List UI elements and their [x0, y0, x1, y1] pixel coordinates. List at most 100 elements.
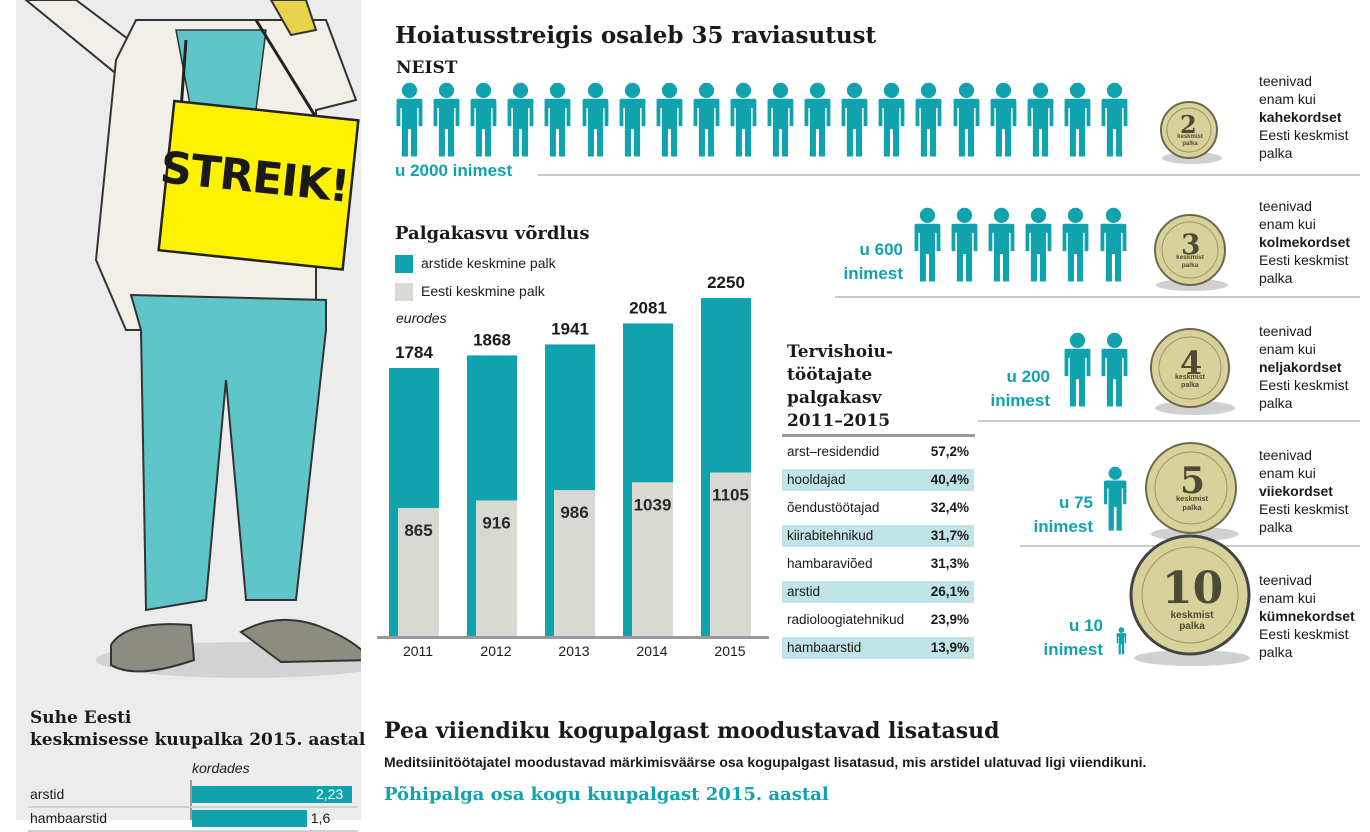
desc-line: enam kui: [1259, 590, 1316, 606]
growth-row-value: 26,1%: [930, 584, 969, 599]
headline: Hoiatusstreigis osaleb 35 raviasutust: [395, 22, 877, 49]
growth-row-label: arst–residendid: [787, 444, 880, 459]
group-4-count-num: u 75: [1058, 493, 1093, 512]
growth-table-title: Tervishoiu- töötajate palgakasv 2011–201…: [787, 341, 893, 433]
person-icon: [693, 82, 720, 157]
bottom-subtitle: Meditsiinitöötajatel moodustavad märkimi…: [384, 754, 1147, 770]
ratio-row: hambaarstid 1,6: [28, 808, 358, 832]
ratio-bar-chart: arstid 2,23 hambaarstid 1,6: [28, 784, 358, 832]
chart-baseline: [377, 636, 769, 639]
data-label-doctors: 1784: [395, 343, 433, 362]
person-icon: [1027, 82, 1054, 157]
person-icon: [988, 207, 1015, 282]
group-2-description: teenivad enam kui kolmekordset Eesti kes…: [1259, 197, 1350, 287]
person-icon: [656, 82, 683, 157]
group-3-description: teenivad enam kui neljakordset Eesti kes…: [1259, 322, 1348, 412]
desc-line: palka: [1259, 395, 1293, 411]
group-2-count-num: u 600: [859, 240, 903, 259]
desc-line: enam kui: [1259, 465, 1316, 481]
desc-line: palka: [1259, 145, 1293, 161]
legend-label: arstide keskmine palk: [421, 255, 556, 271]
ratio-label: arstid: [30, 786, 65, 802]
desc-bold: kümnekordset: [1259, 608, 1355, 624]
coin-3-number: 3: [1181, 228, 1201, 261]
coin-sub-label: keskmist palka: [1175, 374, 1205, 389]
growth-row-value: 13,9%: [930, 640, 969, 655]
group-3-baseline: [978, 420, 1360, 422]
salary-chart-title: Palgakasvu võrdlus: [395, 223, 590, 244]
group-2-count-unit: inimest: [843, 264, 903, 283]
person-icon: [1062, 207, 1089, 282]
coin-sub-label: keskmist palka: [1177, 134, 1203, 147]
growth-row-value: 32,4%: [930, 500, 969, 515]
x-tick-label: 2012: [480, 643, 511, 659]
ratio-bar: [192, 810, 307, 827]
group-5-count-num: u 10: [1068, 616, 1103, 635]
person-icon: [396, 82, 423, 157]
legend-label: Eesti keskmine palk: [421, 283, 545, 299]
title-line: Suhe Eesti: [30, 708, 132, 728]
person-icon: [544, 82, 571, 157]
growth-row-label: radioloogiatehnikud: [787, 612, 905, 627]
ratio-axis: [190, 780, 192, 820]
coin-10-number: 10: [1162, 563, 1224, 614]
title-line: 2011–2015: [787, 411, 891, 431]
desc-line: Eesti keskmist: [1259, 252, 1349, 268]
person-icon: [878, 82, 905, 157]
bar-estonia: [476, 500, 517, 636]
growth-row-value: 40,4%: [930, 472, 969, 487]
person-icon: [1103, 466, 1127, 531]
bar-estonia: [710, 472, 751, 636]
desc-line: teenivad: [1259, 323, 1312, 339]
desc-line: enam kui: [1259, 341, 1316, 357]
title-line: Tervishoiu-: [787, 342, 893, 362]
person-icon: [433, 82, 460, 157]
growth-row-label: hooldajad: [787, 472, 846, 487]
title-line: palgakasv: [787, 388, 882, 408]
group-2-baseline: [835, 296, 1360, 298]
desc-line: teenivad: [1259, 572, 1312, 588]
desc-bold: viiekordset: [1259, 483, 1333, 499]
person-icon: [1025, 207, 1052, 282]
person-icon: [619, 82, 645, 157]
person-icon: [915, 82, 942, 157]
ratio-label: hambaarstid: [30, 810, 108, 826]
growth-row-label: hambaraviõed: [787, 556, 873, 571]
x-tick-label: 2011: [403, 643, 433, 659]
data-label-doctors: 2081: [629, 298, 667, 317]
data-label-doctors: 1941: [551, 319, 589, 338]
data-label-estonia: 986: [560, 503, 588, 522]
unit-note: eurodes: [396, 310, 447, 326]
coin-2-number: 2: [1180, 110, 1197, 139]
growth-row-label: arstid: [787, 584, 821, 599]
title-line: keskmisesse kuupalka 2015. aastal: [30, 730, 366, 750]
data-label-doctors: 1868: [473, 330, 511, 349]
ratio-value: 1,6: [310, 810, 331, 826]
desc-line: palka: [1259, 270, 1293, 286]
neist-label: NEIST: [396, 58, 458, 78]
title-line: töötajate: [787, 365, 873, 385]
desc-line: Eesti keskmist: [1259, 377, 1349, 393]
group-4-description: teenivad enam kui viiekordset Eesti kesk…: [1259, 446, 1348, 536]
group-3-count-num: u 200: [1006, 367, 1050, 386]
growth-row: hambaraviõed 31,3%: [782, 553, 974, 575]
coin-10-sub: keskmist palka: [1170, 610, 1214, 632]
bottom-title: Pea viiendiku kogupalgast moodustavad li…: [384, 718, 1000, 744]
legend-estonia: Eesti keskmine palk: [395, 283, 545, 302]
growth-row-value: 23,9%: [930, 612, 969, 627]
data-label-estonia: 1039: [634, 495, 672, 514]
ratio-bar: [192, 786, 352, 803]
x-tick-label: 2014: [636, 643, 667, 659]
desc-line: palka: [1259, 644, 1293, 660]
ratio-title: Suhe Eesti keskmisesse kuupalka 2015. aa…: [30, 707, 365, 751]
desc-bold: kolmekordset: [1259, 234, 1351, 250]
group-4-count-unit: inimest: [1033, 517, 1093, 536]
group-2-count: u 600 inimest: [800, 238, 903, 286]
person-icon: [1064, 332, 1091, 407]
growth-row-value: 57,2%: [930, 444, 969, 459]
bottom-section-title: Põhipalga osa kogu kuupalgast 2015. aast…: [384, 784, 829, 805]
desc-line: palka: [1259, 519, 1293, 535]
person-icon: [470, 82, 497, 157]
growth-row: õendustöötajad 32,4%: [782, 497, 974, 519]
group-1-description: teenivad enam kui kahekordset Eesti kesk…: [1259, 72, 1348, 162]
